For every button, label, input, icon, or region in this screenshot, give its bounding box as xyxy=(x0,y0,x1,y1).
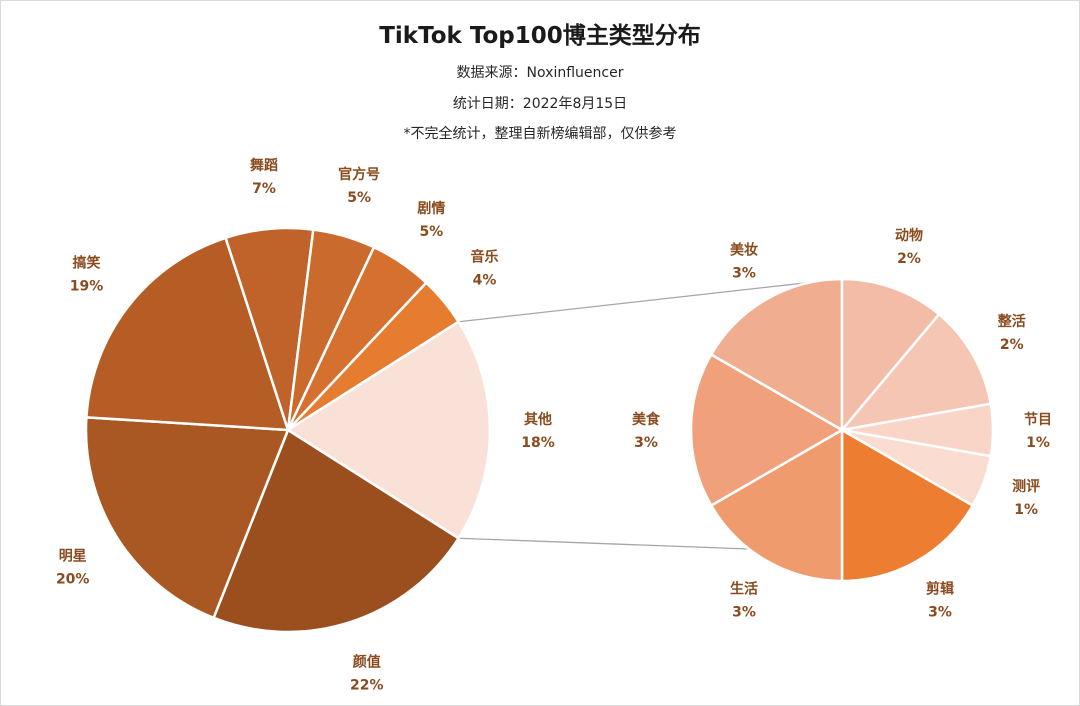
main-label-percent: 5% xyxy=(419,224,443,240)
main-label-percent: 7% xyxy=(252,181,276,197)
main-label-7: 其他 18% xyxy=(521,411,555,451)
main-slice-1 xyxy=(84,415,290,620)
main-label-5: 剧情 5% xyxy=(417,200,445,240)
chart-title: TikTok Top100博主类型分布 xyxy=(379,23,701,49)
sub-slice-3 xyxy=(709,277,844,433)
sub-label-percent: 1% xyxy=(1014,502,1038,518)
sub-label-name: 测评 xyxy=(1012,478,1040,495)
main-slice-2 xyxy=(85,236,290,432)
sub-label-name: 美食 xyxy=(632,411,661,428)
sub-label-name: 生活 xyxy=(730,581,758,598)
main-label-percent: 5% xyxy=(347,190,371,206)
sub-label-6: 节目 1% xyxy=(1024,411,1052,451)
sub-label-4: 动物 2% xyxy=(895,227,923,267)
connector-line-top xyxy=(458,281,811,323)
sub-slice-7 xyxy=(841,428,993,508)
sub-slice-0 xyxy=(840,427,975,583)
sub-label-percent: 1% xyxy=(1026,435,1050,451)
main-label-4: 官方号 5% xyxy=(338,166,380,206)
main-label-name: 舞蹈 xyxy=(250,157,278,174)
main-label-name: 颜值 xyxy=(353,654,381,671)
main-label-name: 音乐 xyxy=(470,248,498,265)
main-label-name: 明星 xyxy=(59,549,87,565)
sub-slice-2 xyxy=(689,352,845,508)
main-slice-7 xyxy=(285,320,492,540)
sub-slice-1 xyxy=(709,427,844,583)
sub-label-percent: 3% xyxy=(732,265,756,281)
main-label-name: 剧情 xyxy=(417,200,445,217)
main-label-3: 舞蹈 7% xyxy=(250,157,278,197)
sub-label-name: 动物 xyxy=(895,227,923,244)
sub-slice-4 xyxy=(840,277,941,434)
main-label-percent: 4% xyxy=(473,272,497,288)
sub-label-3: 美妆 3% xyxy=(730,241,758,281)
sub-label-7: 测评 1% xyxy=(1012,478,1040,518)
main-label-2: 搞笑 19% xyxy=(70,255,104,295)
sub-label-1: 生活 3% xyxy=(730,581,758,621)
sub-label-percent: 3% xyxy=(732,605,756,621)
main-label-name: 官方号 xyxy=(338,166,380,183)
sub-label-percent: 3% xyxy=(634,435,658,451)
chart-date: 统计日期：2022年8月15日 xyxy=(452,96,628,112)
main-label-0: 颜值 22% xyxy=(350,654,384,694)
sub-label-2: 美食 3% xyxy=(632,411,661,451)
sub-label-name: 美妆 xyxy=(730,241,758,258)
main-label-name: 搞笑 xyxy=(73,255,101,272)
sub-label-0: 剪辑 3% xyxy=(926,581,954,621)
sub-label-name: 剪辑 xyxy=(926,581,954,598)
main-label-percent: 22% xyxy=(350,678,384,694)
sub-slice-5 xyxy=(838,312,993,432)
sub-label-name: 整活 xyxy=(997,313,1026,330)
connector-line-bottom xyxy=(458,537,750,550)
main-label-percent: 20% xyxy=(56,572,90,588)
sub-label-name: 节目 xyxy=(1024,411,1052,428)
main-slice-0 xyxy=(212,428,461,634)
main-label-percent: 18% xyxy=(521,435,555,451)
sub-label-percent: 2% xyxy=(897,251,921,267)
main-label-name: 其他 xyxy=(524,411,552,428)
sub-label-5: 整活 2% xyxy=(997,313,1026,353)
chart-source: 数据来源：Noxinfluencer xyxy=(456,65,624,81)
main-label-6: 音乐 4% xyxy=(470,248,498,288)
sub-label-percent: 3% xyxy=(928,605,952,621)
chart-note: *不完全统计，整理自新榜编辑部，仅供参考 xyxy=(403,126,677,142)
main-label-percent: 19% xyxy=(70,279,104,295)
sub-label-percent: 2% xyxy=(1000,337,1024,353)
main-label-1: 明星 20% xyxy=(56,549,90,588)
